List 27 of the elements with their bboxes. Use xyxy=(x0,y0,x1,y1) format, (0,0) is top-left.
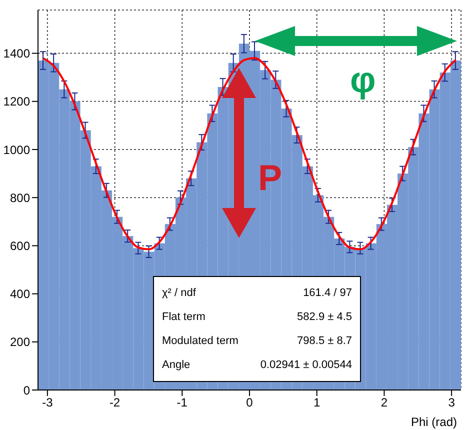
annotation: P xyxy=(258,157,282,198)
line-series xyxy=(42,57,457,250)
annotation: 161.4 / 97 xyxy=(303,287,352,299)
y-tick-label: 400 xyxy=(10,287,30,302)
y-tick-label: 200 xyxy=(10,335,30,350)
y-tick-label: 1200 xyxy=(3,94,30,109)
y-tick-label: 800 xyxy=(10,190,30,205)
x-tick-label: -3 xyxy=(42,396,54,410)
annotation: 798.5 ± 8.7 xyxy=(297,335,352,347)
annotation: φ xyxy=(350,59,376,100)
y-tick-label: 600 xyxy=(10,238,30,253)
annotation: Angle xyxy=(162,359,190,371)
x-tick-label: 2 xyxy=(380,396,388,410)
x-tick-label: -1 xyxy=(176,396,188,410)
annotation: Flat term xyxy=(162,311,206,323)
y-tick-label: 1000 xyxy=(3,142,30,157)
x-axis-title: Phi (rad) xyxy=(410,415,457,429)
y-tick-label: 0 xyxy=(23,383,30,398)
annotation: χ² / ndf xyxy=(162,287,196,299)
x-tick-label: 3 xyxy=(448,396,456,410)
annotation: Modulated term xyxy=(162,335,238,347)
x-tick-label: -2 xyxy=(109,396,120,410)
x-tick-label: 1 xyxy=(314,396,321,410)
annotation: 0.02941 ± 0.00544 xyxy=(260,359,352,371)
y-tick-label: 1400 xyxy=(3,46,30,61)
annotation: 582.9 ± 4.5 xyxy=(297,311,352,323)
x-tick-label: 0 xyxy=(246,396,254,410)
